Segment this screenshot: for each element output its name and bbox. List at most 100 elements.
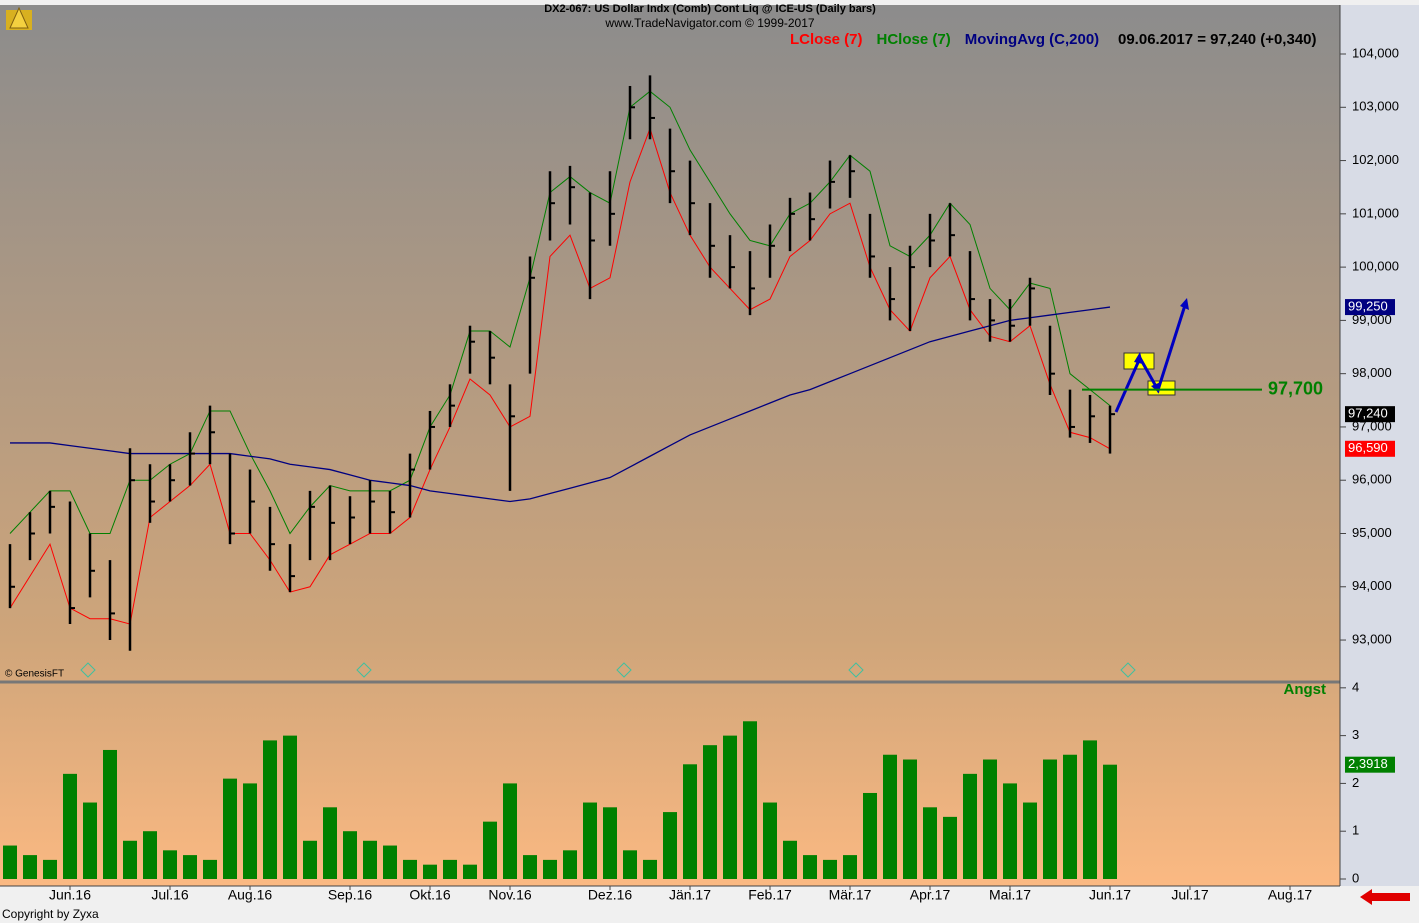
bar [923,807,937,879]
legend-entry: LClose (7) [790,31,863,48]
y-tick-label: 103,000 [1352,99,1399,114]
y-tick-label: 98,000 [1352,365,1392,380]
nav-arrow[interactable] [1360,889,1410,905]
bar [223,778,237,879]
x-tick-label: Sep.16 [328,887,373,903]
bar [423,864,437,879]
y-tick-label: 4 [1352,679,1359,694]
bar [163,850,177,879]
bar [363,840,377,879]
x-tick-label: Mai.17 [989,887,1031,903]
series-line [9,127,1111,625]
bar [103,749,117,879]
y-tick-label: 1 [1352,823,1359,838]
bar [303,840,317,879]
value-box [1345,756,1395,773]
x-tick-label: Jun.16 [49,887,91,903]
bar [43,859,57,879]
bar [823,859,837,879]
panel-title: Angst [1284,681,1327,698]
bar [863,792,877,879]
bar [603,807,617,879]
y-tick-label: 101,000 [1352,205,1399,220]
x-tick-label: Aug.16 [228,887,273,903]
bar [503,783,517,879]
y-tick-label: 94,000 [1352,578,1392,593]
chart-subtitle: www.TradeNavigator.com © 1999-2017 [604,16,814,30]
bar [183,855,197,879]
x-tick-label: Aug.17 [1268,887,1313,903]
legend-entry: HClose (7) [877,31,951,48]
y-tick-label: 93,000 [1352,631,1392,646]
bar [703,745,717,879]
y-tick-label: 3 [1352,727,1359,742]
x-tick-label: Feb.17 [748,887,792,903]
bar [763,802,777,879]
bar [203,859,217,879]
value-label: 99,250 [1348,299,1388,314]
y-tick-label: 100,000 [1352,259,1399,274]
level-label: 97,700 [1268,378,1323,398]
bar [1023,802,1037,879]
chart-title: DX2-067: US Dollar Indx (Comb) Cont Liq … [544,3,876,15]
x-tick-label: Apr.17 [910,887,951,903]
bar [583,802,597,879]
bar [523,855,537,879]
bar [683,764,697,879]
bar [283,735,297,879]
bar [643,859,657,879]
bar [963,773,977,879]
value-label: 96,590 [1348,440,1388,455]
bar [803,855,817,879]
bar [903,759,917,879]
value-label: 2,3918 [1348,756,1388,771]
bar [783,840,797,879]
value-box [1345,440,1395,457]
bar [483,821,497,879]
value-box [1345,406,1395,423]
y-tick-label: 99,000 [1352,312,1392,327]
x-tick-label: Okt.16 [409,887,450,903]
x-tick-label: Dez.16 [588,887,633,903]
bar [1063,754,1077,879]
bar [3,845,17,879]
bar [723,735,737,879]
bar [1083,740,1097,879]
bar [543,859,557,879]
bar [63,773,77,879]
bar [1103,764,1117,879]
y-tick-label: 2 [1352,775,1359,790]
bar [623,850,637,879]
y-tick-label: 0 [1352,870,1359,885]
x-tick-label: Jän.17 [669,887,711,903]
bar [563,850,577,879]
bar [123,840,137,879]
bar [83,802,97,879]
y-tick-label: 102,000 [1352,152,1399,167]
x-tick-label: Mär.17 [829,887,872,903]
legend-entry: MovingAvg (C,200) [965,31,1099,48]
bar [843,855,857,879]
bar [1003,783,1017,879]
x-tick-label: Jul.16 [151,887,189,903]
value-box [1345,299,1395,316]
bar [443,859,457,879]
x-tick-label: Jul.17 [1171,887,1209,903]
footer: Copyright by Zyxa [2,907,99,921]
series-line [9,90,1111,535]
markers [80,662,1136,678]
logo [6,6,32,30]
bar [143,831,157,879]
bar [243,783,257,879]
bar [1043,759,1057,879]
y-tick-label: 96,000 [1352,472,1392,487]
x-tick-label: Jun.17 [1089,887,1131,903]
bar [323,807,337,879]
bar [663,812,677,879]
bar [343,831,357,879]
bar [263,740,277,879]
bar [463,864,477,879]
x-tick-label: Nov.16 [488,887,532,903]
source-note: © GenesisFT [5,669,64,680]
